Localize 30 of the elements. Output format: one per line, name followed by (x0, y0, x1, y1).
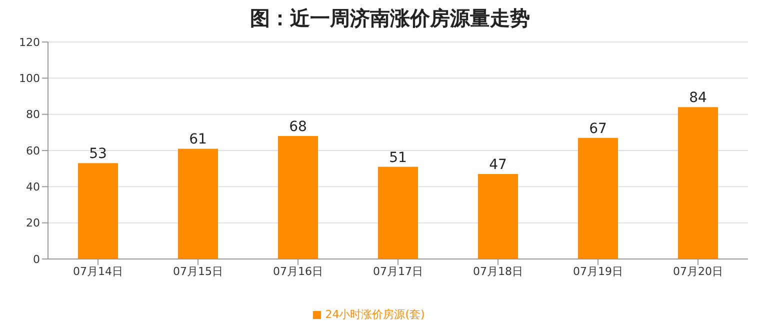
bar (478, 174, 518, 259)
data-label: 68 (289, 119, 307, 136)
bar (278, 136, 318, 259)
data-label: 47 (489, 157, 507, 174)
y-tick-label: 60 (26, 144, 40, 158)
x-tick-label: 07月14日 (73, 264, 123, 278)
x-tick-label: 07月20日 (673, 264, 723, 278)
legend-label: 24小时涨价房源(套) (325, 308, 425, 321)
x-tick-label: 07月16日 (273, 264, 323, 278)
data-label: 84 (689, 90, 707, 106)
x-tick-label: 07月18日 (473, 264, 523, 278)
x-tick-label: 07月15日 (173, 264, 223, 278)
bar (678, 107, 718, 259)
y-tick-label: 100 (19, 72, 40, 86)
y-tick-label: 20 (26, 216, 40, 230)
y-tick-label: 120 (19, 36, 40, 49)
bar (378, 166, 418, 259)
data-label: 51 (389, 150, 407, 166)
y-tick-label: 40 (26, 180, 40, 194)
bar (178, 148, 218, 259)
y-tick-label: 0 (33, 252, 40, 266)
x-tick-label: 07月17日 (373, 264, 423, 278)
bar (578, 138, 618, 259)
bar (78, 163, 118, 259)
chart-title: 图：近一周济南涨价房源量走势 (249, 5, 531, 32)
data-label: 67 (589, 120, 607, 137)
data-label: 61 (189, 132, 207, 148)
x-tick-label: 07月19日 (573, 264, 623, 278)
data-label: 53 (89, 146, 107, 162)
y-tick-label: 80 (26, 108, 40, 122)
